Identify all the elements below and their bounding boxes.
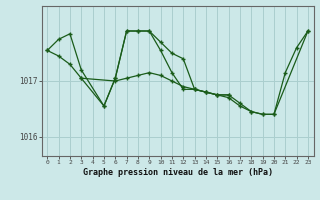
X-axis label: Graphe pression niveau de la mer (hPa): Graphe pression niveau de la mer (hPa) (83, 168, 273, 177)
